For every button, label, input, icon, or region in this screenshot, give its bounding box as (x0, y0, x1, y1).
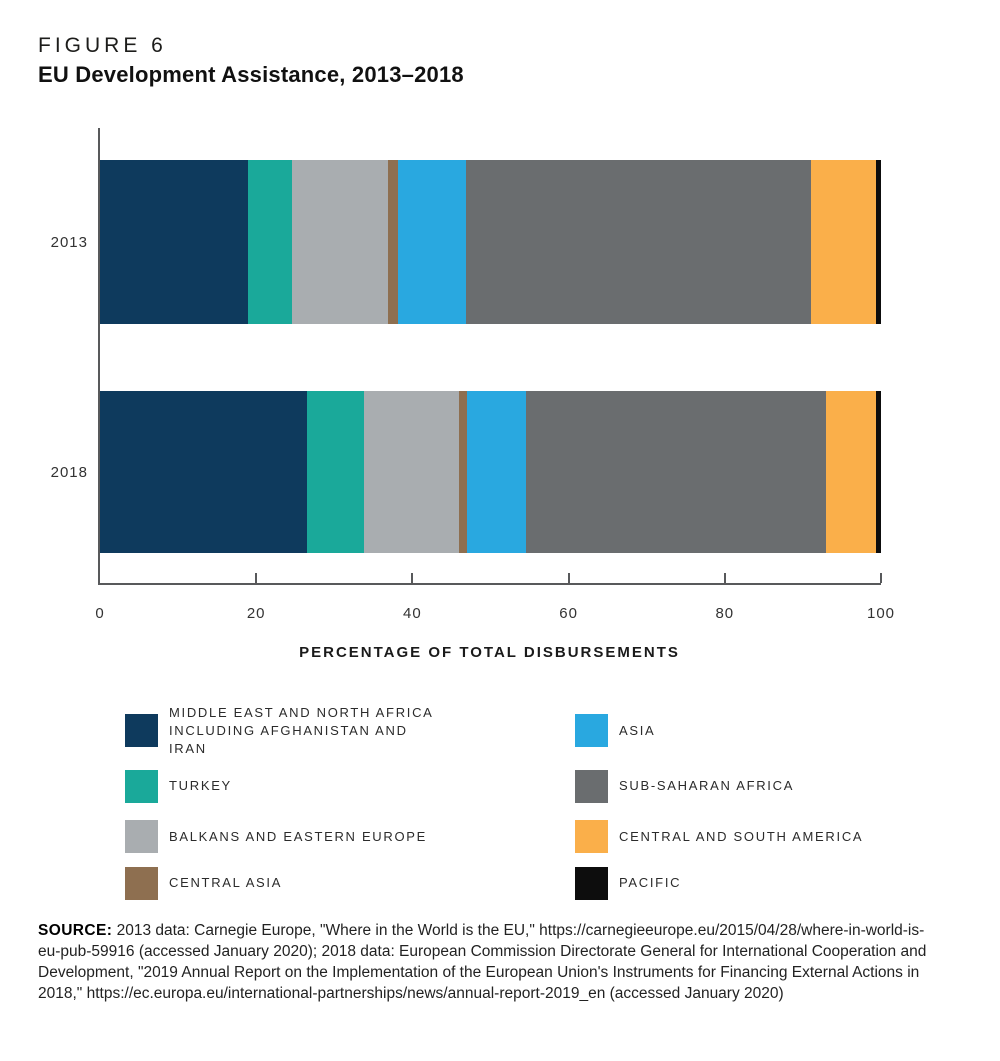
segment-2018-balkans-and-eastern-europe (363, 391, 460, 553)
segment-2018-central-and-south-america (826, 391, 877, 553)
tick-label-100: 100 (866, 605, 896, 622)
legend-label-asia: ASIA (619, 722, 656, 738)
legend-item-middle-east-and-north-africa-including-afghanistan-and-iran: MIDDLE EAST AND NORTH AFRICA INCLUDING A… (125, 700, 575, 761)
segment-2013-balkans-and-eastern-europe (292, 160, 389, 324)
segment-2018-middle-east-and-north-africa-including-afghanistan-and-iran (100, 391, 307, 553)
legend-label-middle-east-and-north-africa-including-afghanistan-and-iran: MIDDLE EAST AND NORTH AFRICA INCLUDING A… (169, 704, 433, 756)
legend-swatch-asia (575, 714, 608, 747)
legend-swatch-central-and-south-america (575, 820, 608, 853)
stacked-bar-2018 (100, 391, 881, 553)
legend-label-central-and-south-america: CENTRAL AND SOUTH AMERICA (619, 828, 864, 844)
tick-label-60: 60 (559, 605, 578, 622)
tick-mark-60 (567, 573, 570, 583)
tick-label-40: 40 (403, 605, 422, 622)
row-label-2018: 2018 (50, 464, 88, 481)
segment-2013-asia (397, 160, 467, 324)
legend-item-turkey: TURKEY (125, 761, 575, 811)
segment-2013-turkey (248, 160, 293, 324)
legend-swatch-turkey (125, 769, 158, 803)
legend-swatch-sub-saharan-africa (575, 769, 608, 803)
figure-label: FIGURE 6 (38, 34, 167, 57)
legend-item-sub-saharan-africa: SUB-SAHARAN AFRICA (575, 761, 863, 811)
segment-2018-central-asia (459, 391, 468, 553)
segment-2013-central-asia (388, 160, 398, 324)
legend-label-central-asia: CENTRAL ASIA (169, 875, 283, 890)
segment-2018-sub-saharan-africa (526, 391, 827, 553)
row-label-2013: 2013 (50, 234, 88, 251)
source-note: SOURCE: 2013 data: Carnegie Europe, "Whe… (38, 920, 944, 1004)
legend-swatch-central-asia (125, 866, 158, 900)
source-prefix: SOURCE: (38, 922, 113, 939)
tick-label-20: 20 (246, 605, 266, 622)
legend-item-central-and-south-america: CENTRAL AND SOUTH AMERICA (575, 811, 863, 862)
legend-swatch-balkans-and-eastern-europe (125, 820, 158, 853)
tick-mark-80 (723, 573, 726, 583)
legend-swatch-pacific (575, 866, 608, 900)
legend-label-turkey: TURKEY (169, 778, 232, 793)
legend-label-pacific: PACIFIC (619, 875, 682, 890)
segment-2018-turkey (306, 391, 364, 553)
segment-2013-sub-saharan-africa (466, 160, 812, 324)
tick-mark-20 (255, 573, 258, 583)
legend: MIDDLE EAST AND NORTH AFRICA INCLUDING A… (125, 700, 863, 904)
x-axis-title: PERCENTAGE OF TOTAL DISBURSEMENTS (299, 644, 680, 661)
legend-swatch-middle-east-and-north-africa-including-afghanistan-and-iran (125, 714, 158, 747)
legend-label-balkans-and-eastern-europe: BALKANS AND EASTERN EUROPE (169, 828, 428, 844)
y-axis-line (98, 128, 100, 585)
tick-mark-100 (880, 573, 882, 583)
figure-title: EU Development Assistance, 2013–2018 (38, 62, 464, 87)
source-text: 2013 data: Carnegie Europe, "Where in th… (38, 922, 927, 1002)
legend-item-pacific: PACIFIC (575, 862, 863, 904)
segment-2018-pacific (876, 391, 881, 553)
stacked-bar-2013 (100, 160, 881, 324)
x-axis-line (98, 583, 881, 585)
legend-label-sub-saharan-africa: SUB-SAHARAN AFRICA (619, 778, 795, 793)
chart-area: 2013 2018 0 20 40 60 80 100 PERCENTAGE OF TOT… (51, 128, 894, 661)
tick-label-0: 0 (95, 605, 105, 622)
legend-item-central-asia: CENTRAL ASIA (125, 862, 575, 904)
segment-2013-pacific (876, 160, 881, 324)
segment-2013-central-and-south-america (811, 160, 877, 324)
segment-2018-asia (467, 391, 527, 553)
tick-label-80: 80 (715, 605, 735, 622)
legend-item-asia: ASIA (575, 700, 863, 761)
segment-2013-middle-east-and-north-africa-including-afghanistan-and-iran (100, 160, 249, 324)
tick-mark-40 (411, 573, 414, 583)
legend-item-balkans-and-eastern-europe: BALKANS AND EASTERN EUROPE (125, 811, 575, 862)
